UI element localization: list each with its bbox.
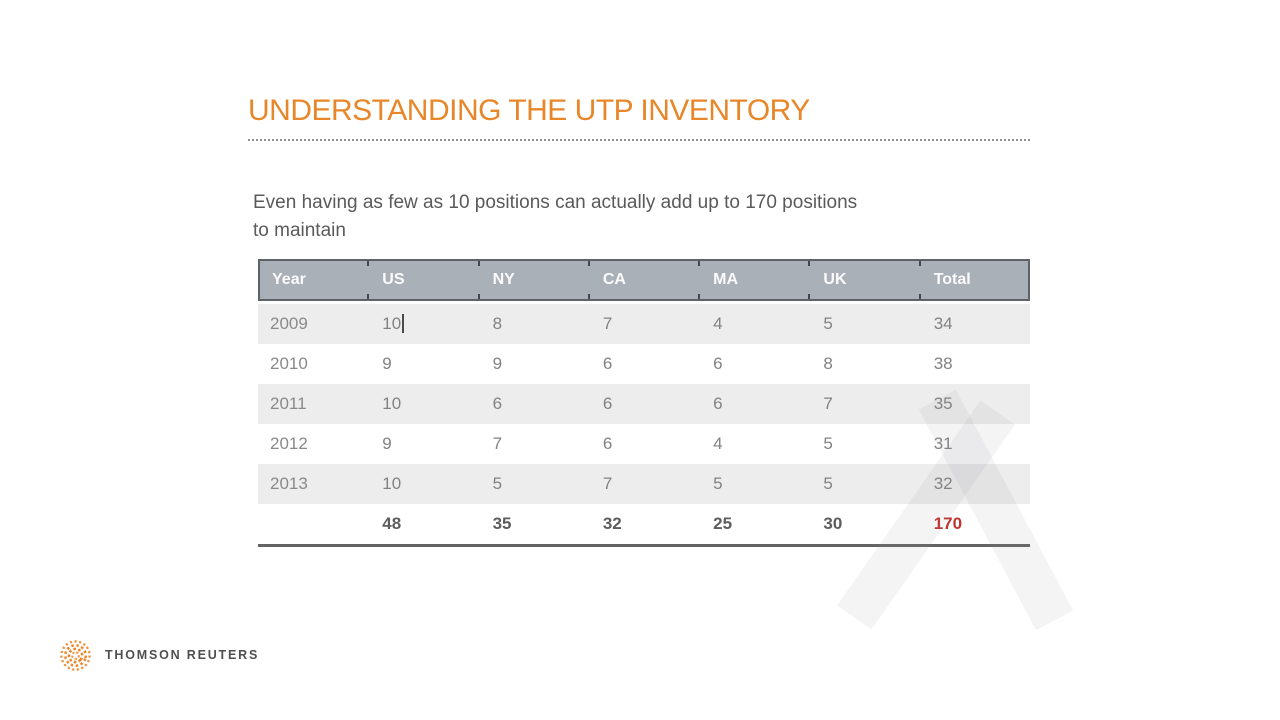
table-row-2012: 2012 9 7 6 4 5 31 <box>258 424 1030 464</box>
table-row-2011: 2011 10 6 6 6 7 35 <box>258 384 1030 424</box>
title-dotted-rule <box>248 139 1030 141</box>
cell-2013-ca: 7 <box>588 464 700 504</box>
cell-2010-uk: 8 <box>809 344 920 384</box>
table-row-2009: 2009 10 8 7 4 5 34 <box>258 301 1030 344</box>
cell-2010-total: 38 <box>919 344 1030 384</box>
brand-wordmark: THOMSON REUTERS <box>105 648 260 662</box>
cell-2009-year: 2009 <box>258 301 369 344</box>
col-header-total: Total <box>918 259 1030 301</box>
cell-2013-us: 10 <box>368 464 479 504</box>
cell-2009-ma: 4 <box>699 301 810 344</box>
cell-2011-uk: 7 <box>809 384 920 424</box>
cell-2013-ma: 5 <box>699 464 810 504</box>
utp-inventory-table: Year US NY CA MA UK Total 2009 10 8 7 4 … <box>258 259 1030 547</box>
cell-2011-ny: 6 <box>478 384 589 424</box>
cell-2011-total: 35 <box>919 384 1030 424</box>
total-ca: 32 <box>588 504 700 547</box>
cell-2010-year: 2010 <box>258 344 369 384</box>
cell-2012-uk: 5 <box>809 424 920 464</box>
grand-total: 170 <box>919 504 1030 547</box>
total-us: 48 <box>368 504 479 547</box>
cell-2009-uk: 5 <box>809 301 920 344</box>
page-title: UNDERSTANDING THE UTP INVENTORY <box>248 94 810 127</box>
subtitle-line-2: to maintain <box>253 220 346 241</box>
cell-2012-year: 2012 <box>258 424 369 464</box>
cell-2010-us: 9 <box>368 344 479 384</box>
cell-2013-uk: 5 <box>809 464 920 504</box>
cell-2009-ny: 8 <box>478 301 589 344</box>
col-header-ny: NY <box>477 259 589 301</box>
col-header-us: US <box>367 259 479 301</box>
table-row-2013: 2013 10 5 7 5 5 32 <box>258 464 1030 504</box>
total-ny: 35 <box>478 504 589 547</box>
col-header-uk: UK <box>808 259 920 301</box>
cell-2010-ny: 9 <box>478 344 589 384</box>
cell-2011-us: 10 <box>368 384 479 424</box>
thomson-reuters-kinesis-icon <box>60 639 91 671</box>
cell-2012-ma: 4 <box>699 424 810 464</box>
total-year <box>258 504 369 547</box>
header-row: Year US NY CA MA UK Total <box>258 259 1030 301</box>
cell-2009-us[interactable]: 10 <box>368 301 479 344</box>
col-header-ma: MA <box>698 259 810 301</box>
cell-2012-us: 9 <box>368 424 479 464</box>
total-uk: 30 <box>809 504 920 547</box>
col-header-ca: CA <box>587 259 700 301</box>
cell-2013-total: 32 <box>919 464 1030 504</box>
total-ma: 25 <box>699 504 810 547</box>
cell-2009-us-value: 10 <box>382 314 402 333</box>
subtitle-line-1: Even having as few as 10 positions can a… <box>253 192 858 213</box>
totals-row: 48 35 32 25 30 170 <box>258 504 1030 547</box>
cell-2013-ny: 5 <box>478 464 589 504</box>
cell-2012-ny: 7 <box>478 424 589 464</box>
cell-2011-year: 2011 <box>258 384 369 424</box>
subtitle: Even having as few as 10 positions can a… <box>253 189 953 245</box>
cell-2010-ma: 6 <box>699 344 810 384</box>
cell-2011-ma: 6 <box>699 384 810 424</box>
cell-2013-year: 2013 <box>258 464 369 504</box>
text-cursor <box>402 314 405 333</box>
cell-2012-ca: 6 <box>588 424 700 464</box>
cell-2010-ca: 6 <box>588 344 700 384</box>
cell-2009-ca: 7 <box>588 301 700 344</box>
footer-brand: THOMSON REUTERS <box>58 637 259 673</box>
cell-2009-total: 34 <box>919 301 1030 344</box>
cell-2012-total: 31 <box>919 424 1030 464</box>
table-row-2010: 2010 9 9 6 6 8 38 <box>258 344 1030 384</box>
col-header-year: Year <box>258 259 369 301</box>
cell-2011-ca: 6 <box>588 384 700 424</box>
